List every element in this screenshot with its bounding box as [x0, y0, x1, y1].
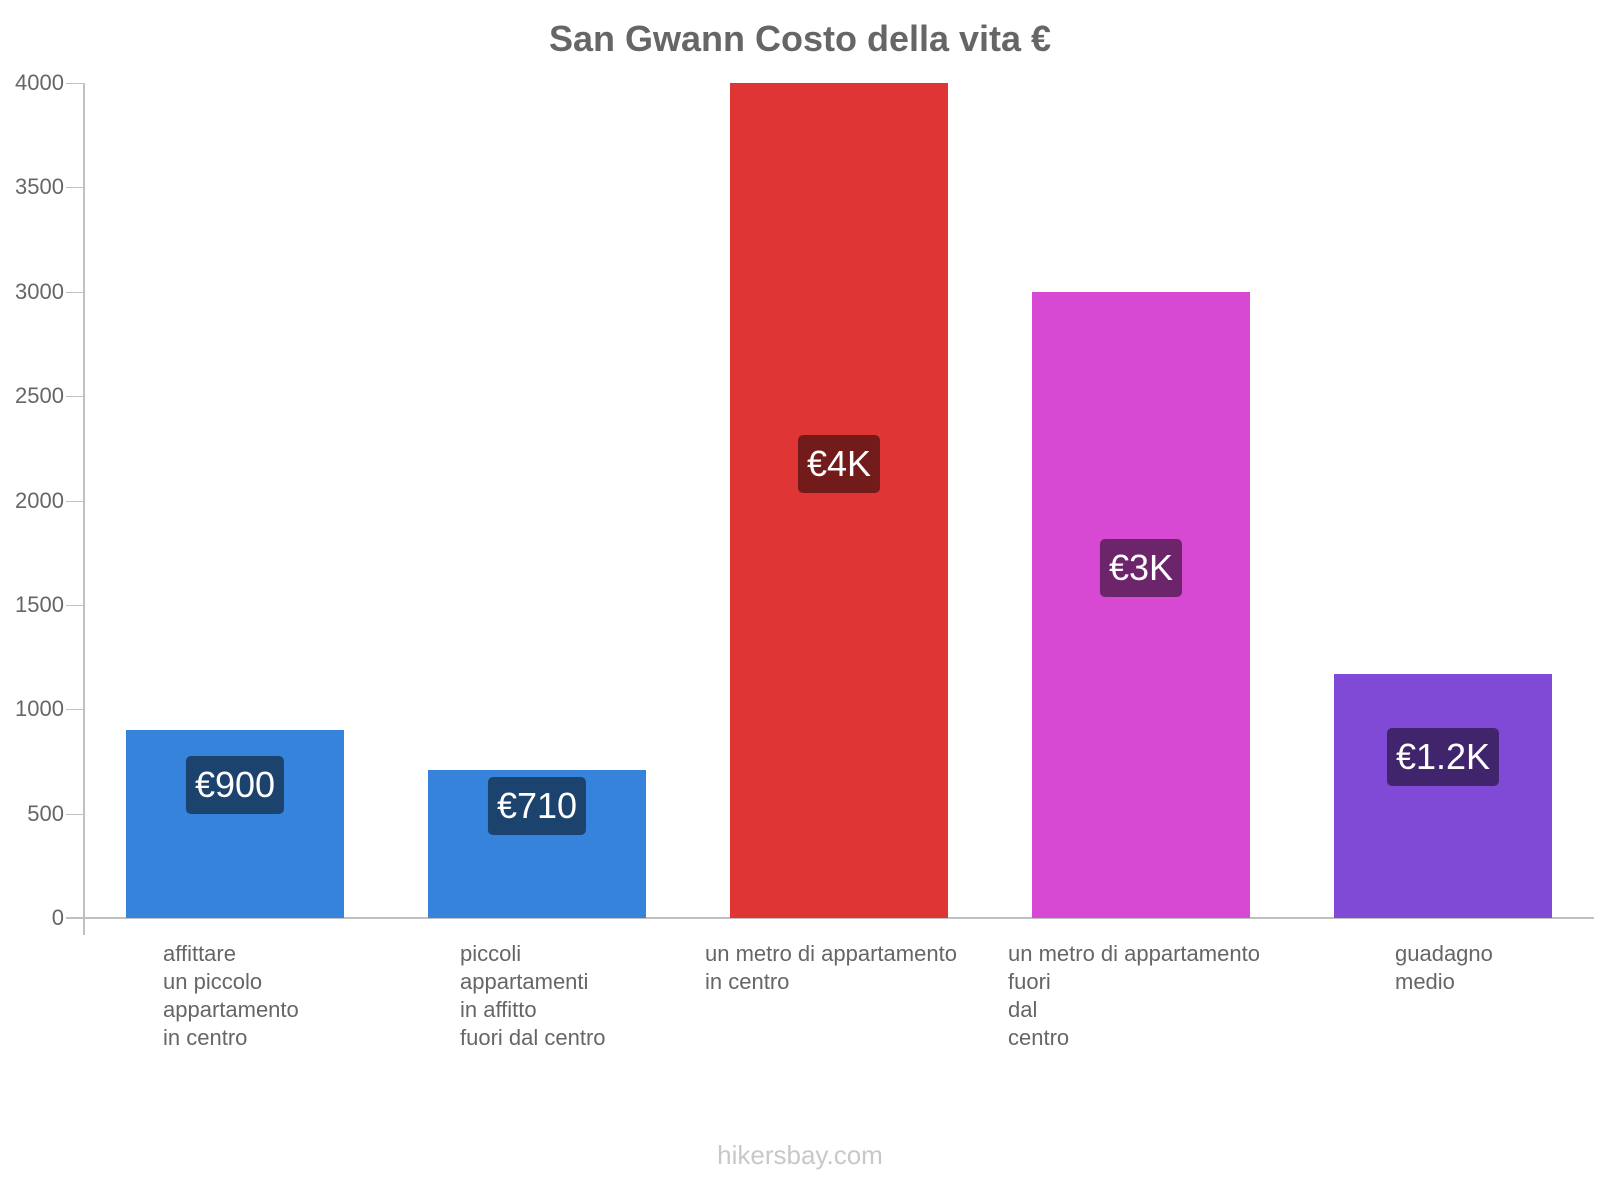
x-category-label-line: medio [1395, 969, 1455, 994]
bar[interactable]: €1.2K [1334, 673, 1552, 918]
x-category-label-line: centro [1008, 1025, 1070, 1050]
y-tick-label: 1000 [15, 696, 64, 722]
bar-value-badge: €3K [1099, 539, 1183, 597]
bar-value-badge: €710 [487, 776, 587, 835]
y-tick-label: 500 [27, 800, 64, 826]
x-category-label-line: appartamenti [460, 969, 589, 994]
x-category-label-line: piccoli [460, 941, 522, 966]
x-category-label-line: fuori dal centro [460, 1025, 606, 1050]
bar[interactable]: €710 [428, 769, 646, 918]
y-axis-line [83, 83, 85, 935]
x-category-label-line: in affitto [460, 997, 537, 1022]
bar[interactable]: €900 [126, 730, 344, 918]
y-tick-label: 1500 [15, 591, 64, 617]
y-tick-label: 4000 [15, 70, 64, 95]
y-tick-mark [66, 604, 84, 606]
x-category-label: piccoli appartamenti in affitto fuori dal c… [460, 940, 606, 1052]
x-category-label: un metro di appartamento in centro [705, 940, 957, 996]
bar[interactable]: €3K [1032, 291, 1250, 918]
x-category-label-line: un metro di appartamento [705, 941, 957, 966]
x-category-label-line: un metro di appartamento [1008, 941, 1260, 966]
y-tick-mark [66, 187, 84, 189]
x-category-label-line: un piccolo [163, 969, 263, 994]
x-category-label-line: dal [1008, 997, 1038, 1022]
x-category-label-line: fuori [1008, 969, 1051, 994]
y-tick-mark [66, 709, 84, 711]
y-tick-mark [66, 918, 84, 919]
y-tick-mark [66, 291, 84, 293]
y-tick-label: 3000 [15, 278, 64, 304]
bar-value-badge: €4K [797, 435, 881, 493]
y-tick-mark [66, 83, 84, 84]
x-category-label-line: in centro [705, 969, 790, 994]
x-category-label-line: guadagno [1395, 941, 1493, 966]
x-category-label: guadagno medio [1395, 940, 1493, 996]
x-category-label-line: affittare [163, 941, 236, 966]
y-tick-mark [66, 813, 84, 815]
y-tick-mark [66, 500, 84, 502]
bar-value-badge: €900 [185, 756, 285, 814]
y-tick-label: 2500 [15, 383, 64, 409]
y-tick-label: 2000 [15, 487, 64, 513]
x-axis-line [66, 917, 1594, 919]
x-category-label: un metro di appartamento fuori dal centro [1008, 940, 1260, 1052]
x-category-label-line: in centro [163, 1025, 248, 1050]
chart-title: San Gwann Costo della vita € [548, 18, 1052, 59]
x-category-label-line: appartamento [163, 997, 299, 1022]
y-tick-label: 0 [51, 905, 64, 930]
bar[interactable]: €4K [730, 83, 948, 918]
x-category-label: affittare un piccolo appartamento in centro [163, 940, 299, 1052]
y-tick-label: 3500 [15, 174, 64, 200]
watermark: hikersbay.com [717, 1140, 883, 1170]
y-tick-mark [66, 396, 84, 398]
bar-value-badge: €1.2K [1386, 727, 1500, 786]
